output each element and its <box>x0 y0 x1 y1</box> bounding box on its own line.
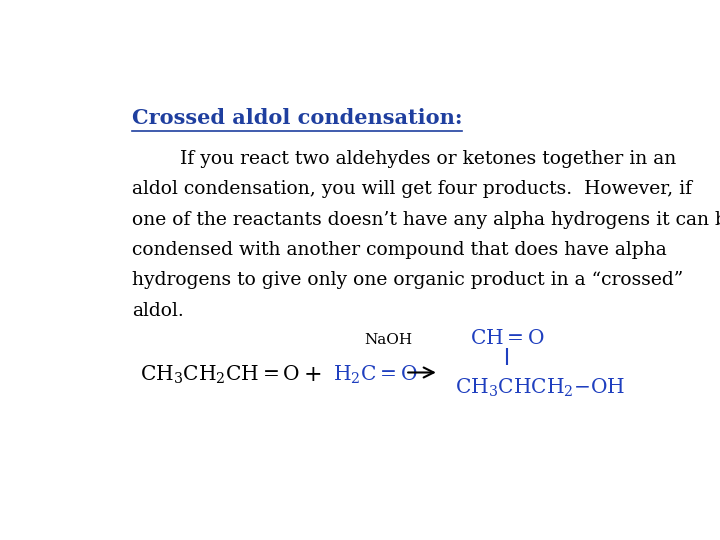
Text: one of the reactants doesn’t have any alpha hydrogens it can be: one of the reactants doesn’t have any al… <box>132 211 720 229</box>
Text: hydrogens to give only one organic product in a “crossed”: hydrogens to give only one organic produ… <box>132 272 683 289</box>
Text: $\mathregular{CH_3CHCH_2{-}OH}$: $\mathregular{CH_3CHCH_2{-}OH}$ <box>456 377 626 399</box>
Text: $\mathregular{CH_3CH_2CH{=}O}$: $\mathregular{CH_3CH_2CH{=}O}$ <box>140 363 300 386</box>
Text: aldol.: aldol. <box>132 302 184 320</box>
Text: $\mathregular{H_2C{=}O}$: $\mathregular{H_2C{=}O}$ <box>333 363 418 386</box>
Text: NaOH: NaOH <box>364 333 413 347</box>
Text: If you react two aldehydes or ketones together in an: If you react two aldehydes or ketones to… <box>132 150 676 168</box>
Text: Crossed aldol condensation:: Crossed aldol condensation: <box>132 109 462 129</box>
Text: $\mathregular{CH{=}O}$: $\mathregular{CH{=}O}$ <box>470 328 545 348</box>
Text: +: + <box>304 363 323 386</box>
Text: condensed with another compound that does have alpha: condensed with another compound that doe… <box>132 241 667 259</box>
Text: aldol condensation, you will get four products.  However, if: aldol condensation, you will get four pr… <box>132 180 692 198</box>
